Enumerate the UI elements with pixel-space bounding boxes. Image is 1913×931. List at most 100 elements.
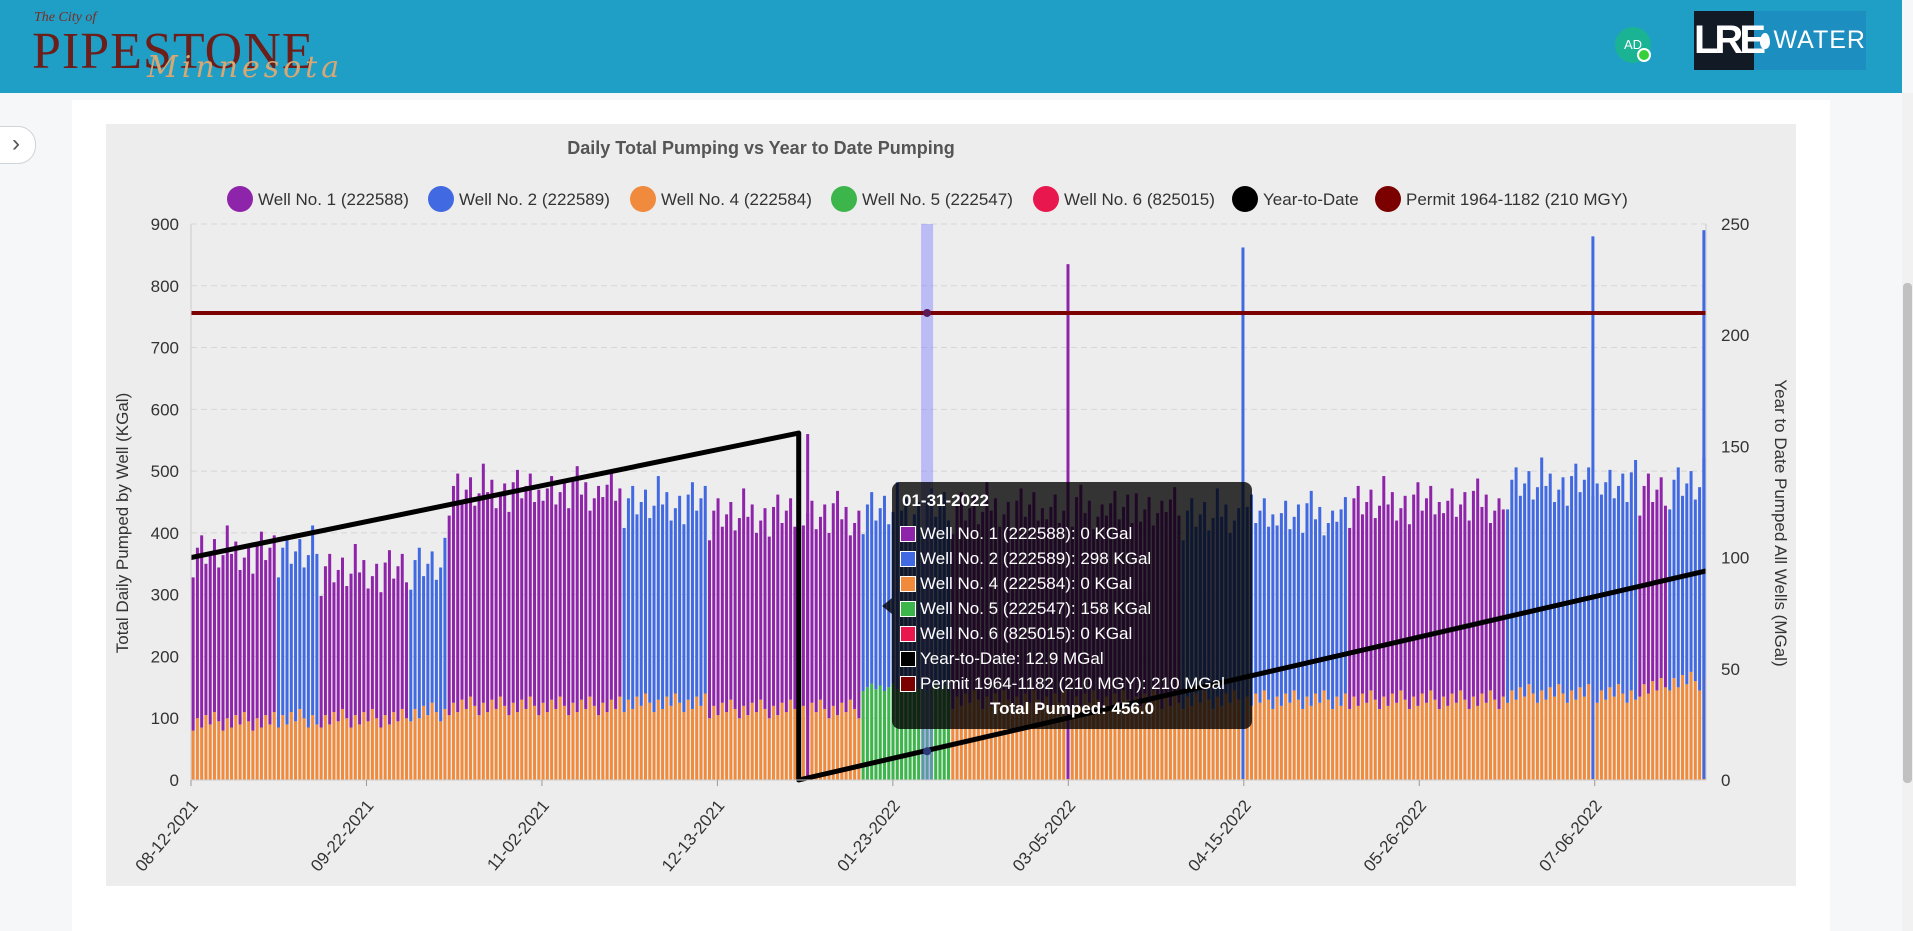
bar-base bbox=[234, 715, 238, 780]
bar-base bbox=[1651, 681, 1655, 780]
y-tick-label: 0 bbox=[170, 771, 179, 790]
bar bbox=[281, 547, 285, 780]
page-scrollbar[interactable] bbox=[1902, 93, 1913, 931]
user-avatar[interactable]: AD bbox=[1615, 27, 1651, 63]
bar-top bbox=[1437, 502, 1441, 709]
bar-base bbox=[1446, 705, 1450, 780]
bar-base bbox=[486, 712, 490, 780]
bar bbox=[323, 566, 327, 780]
bar bbox=[417, 547, 421, 780]
bar bbox=[1634, 459, 1638, 780]
bar-top bbox=[328, 553, 332, 725]
bar-top bbox=[605, 484, 609, 713]
bar-top bbox=[622, 527, 626, 713]
bar-base bbox=[217, 721, 221, 780]
bar-base bbox=[1506, 702, 1510, 780]
bar-base bbox=[584, 708, 588, 780]
bar-base bbox=[1523, 696, 1527, 780]
x-tick-label: 11-02-2021 bbox=[483, 796, 553, 874]
bar bbox=[874, 520, 878, 780]
bar-base bbox=[1079, 705, 1083, 780]
bar-base bbox=[315, 724, 319, 780]
bar-top bbox=[550, 476, 554, 700]
bar-base bbox=[294, 721, 298, 780]
bar-base bbox=[1207, 699, 1211, 780]
bar-top bbox=[1386, 504, 1390, 706]
bar bbox=[1314, 519, 1318, 780]
bar-top bbox=[353, 544, 357, 716]
bar-top bbox=[1467, 520, 1471, 709]
bar-top bbox=[1681, 495, 1685, 675]
bar bbox=[648, 518, 652, 780]
sidebar-toggle-button[interactable]: › bbox=[0, 126, 36, 164]
bar-top bbox=[1403, 495, 1407, 700]
bar bbox=[1497, 498, 1501, 780]
bar-top bbox=[729, 502, 733, 700]
bar-base bbox=[635, 696, 639, 780]
bar-top bbox=[281, 547, 285, 716]
bar-base bbox=[942, 685, 946, 780]
bar-top bbox=[1634, 459, 1638, 700]
bar-base bbox=[1561, 693, 1565, 780]
bar-base bbox=[1493, 699, 1497, 780]
bar-base bbox=[1053, 693, 1057, 780]
y2-tick-label: 50 bbox=[1721, 660, 1740, 679]
x-tick-label: 07-06-2022 bbox=[1535, 796, 1605, 875]
bar-top bbox=[1373, 518, 1377, 700]
bar-base bbox=[648, 702, 652, 780]
bar-top bbox=[1655, 489, 1659, 691]
bar-top bbox=[699, 498, 703, 706]
bar-base bbox=[925, 691, 929, 780]
bar-base bbox=[1365, 702, 1369, 780]
tooltip-total: Total Pumped: 456.0 bbox=[989, 699, 1155, 718]
bar-base bbox=[1190, 705, 1194, 780]
bar-base bbox=[708, 718, 712, 780]
bar-base bbox=[695, 696, 699, 780]
bar-base bbox=[1395, 702, 1399, 780]
bar-base bbox=[1390, 693, 1394, 780]
bar bbox=[597, 485, 601, 780]
bar bbox=[853, 523, 857, 780]
bar-top bbox=[208, 551, 212, 725]
bar bbox=[1651, 502, 1655, 780]
bar-top bbox=[1301, 532, 1305, 709]
bar bbox=[247, 545, 251, 780]
bar-base bbox=[1356, 705, 1360, 780]
bar-top bbox=[818, 516, 822, 700]
bar-base bbox=[1689, 671, 1693, 780]
bar-top bbox=[456, 473, 460, 713]
bar-top bbox=[562, 479, 566, 706]
bar-top bbox=[1390, 492, 1394, 694]
bar-top bbox=[801, 525, 805, 706]
bar-top bbox=[1544, 485, 1548, 700]
bar bbox=[1476, 478, 1480, 780]
bar bbox=[1399, 508, 1403, 780]
bar-top bbox=[212, 539, 216, 713]
bar bbox=[1386, 504, 1390, 780]
bar-base bbox=[1015, 696, 1019, 780]
bar bbox=[1561, 477, 1565, 780]
bar bbox=[1642, 485, 1646, 780]
bar bbox=[422, 576, 426, 780]
bar-base bbox=[827, 718, 831, 780]
bar-base bbox=[230, 727, 234, 780]
bar-base bbox=[1403, 699, 1407, 780]
bar bbox=[703, 485, 707, 780]
bar-top bbox=[1395, 520, 1399, 703]
bar bbox=[1681, 495, 1685, 780]
bar-base bbox=[1092, 690, 1096, 780]
bar-base bbox=[336, 721, 340, 780]
bar-base bbox=[644, 693, 647, 780]
scrollbar-thumb[interactable] bbox=[1903, 283, 1912, 783]
tooltip-swatch bbox=[900, 551, 916, 567]
bar-top bbox=[490, 479, 494, 700]
bar-top bbox=[358, 572, 362, 725]
tooltip-row-label: Permit 1964-1182 (210 MGY): 210 MGal bbox=[920, 674, 1225, 693]
bar bbox=[1531, 499, 1535, 780]
city-logo[interactable]: The City of PIPESTONE Minnesota bbox=[32, 8, 372, 88]
bar-top bbox=[682, 524, 686, 713]
bar bbox=[1292, 516, 1296, 780]
bar bbox=[571, 478, 575, 780]
bar bbox=[1604, 482, 1608, 780]
bar-base bbox=[1672, 678, 1676, 780]
